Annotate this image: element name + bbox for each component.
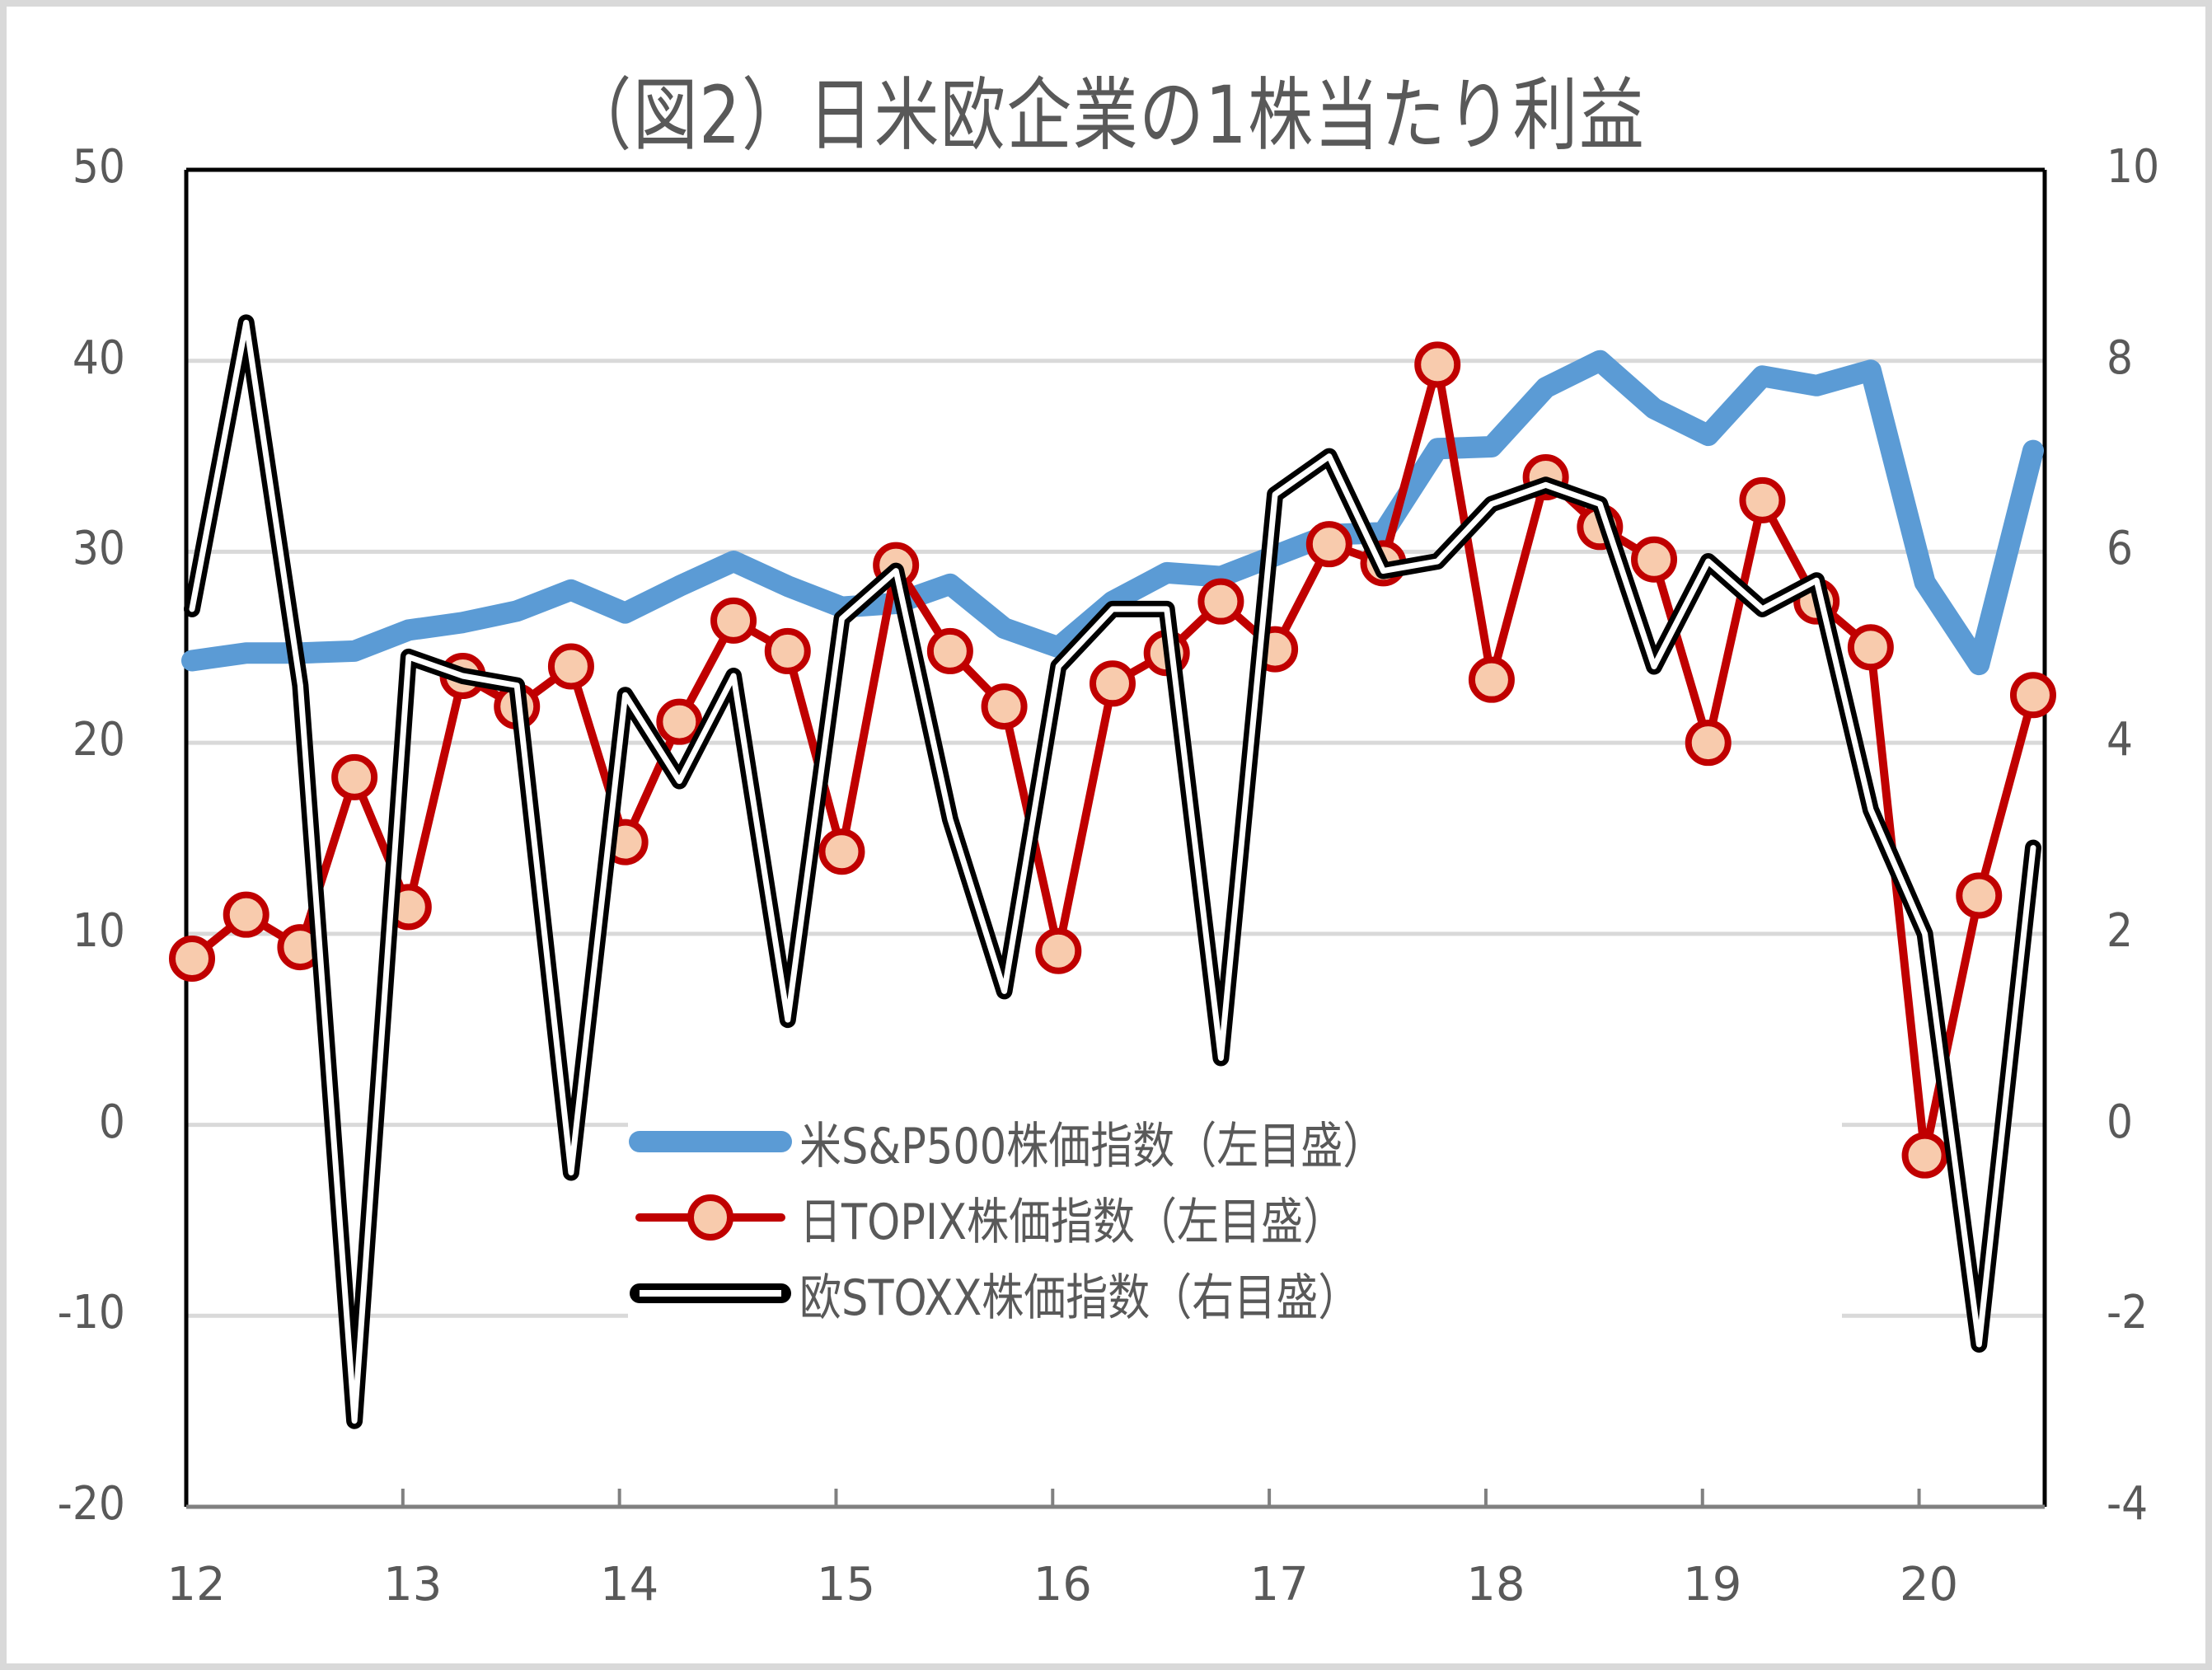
topix-marker-icon [1739,476,1786,523]
x-tick-label: 16 [1033,1558,1092,1611]
y-tick-label-left: -10 [57,1286,125,1340]
x-tick-label: 15 [816,1558,876,1611]
topix-marker-icon [331,753,378,800]
topix-marker-icon [169,935,215,982]
topix-marker-icon [2009,672,2056,719]
legend-item-stoxx: 欧STOXX株価指数（右目盛） [628,1256,1459,1330]
y-tick-label-right: -2 [2107,1286,2149,1340]
topix-marker-icon [1089,660,1136,707]
chart-title: （図2）日米欧企業の1株当たり利益 [566,69,1646,162]
y-tick-label-left: 50 [72,140,125,194]
topix-marker-icon [710,597,757,644]
topix-marker-icon [981,683,1028,730]
y-tick-label-left: 0 [98,1095,125,1149]
legend-label: 日TOPIX株価指数（左目盛） [799,1193,1346,1251]
legend-item-sp500: 米S&P500株価指数（左目盛） [628,1105,1488,1179]
y-tick-label-right: 0 [2107,1095,2134,1149]
topix-marker-icon [1631,536,1678,583]
y-tick-label-right: 8 [2107,331,2134,385]
legend-label: 欧STOXX株価指数（右目盛） [799,1269,1361,1327]
legend-swatch-thick-blue-line-icon [628,1117,793,1166]
y-tick-label-left: 20 [72,713,125,767]
x-tick-label: 18 [1466,1558,1525,1611]
topix-marker-icon [926,627,973,674]
y-tick-label-left: 40 [72,331,125,385]
legend-label: 米S&P500株価指数（左目盛） [799,1117,1385,1175]
y-tick-label-left: 10 [72,903,125,958]
topix-marker-icon [1035,927,1082,974]
x-tick-label: 19 [1683,1558,1742,1611]
y-tick-label-right: 10 [2107,140,2160,194]
legend: 米S&P500株価指数（左目盛） 日TOPIX株価指数（左目盛） 欧STOXX株… [628,1105,1842,1331]
topix-marker-icon [1685,720,1732,767]
y-tick-label-left: 30 [72,522,125,576]
y-tick-label-right: 4 [2107,713,2134,767]
topix-marker-icon [223,891,269,938]
topix-marker-icon [1956,872,2003,919]
topix-marker-icon [818,828,865,875]
y-tick-label-right: -4 [2107,1477,2149,1531]
topix-marker-icon [764,627,811,674]
legend-swatch-red-circle-marker-icon [628,1193,793,1242]
topix-marker-icon [547,643,594,690]
x-tick-label: 13 [383,1558,443,1611]
legend-item-topix: 日TOPIX株価指数（左目盛） [628,1180,1441,1255]
y-tick-label-right: 2 [2107,903,2134,958]
y-tick-label-left: -20 [57,1477,125,1531]
topix-marker-icon [1468,656,1515,703]
legend-swatch-double-black-line-icon [628,1269,793,1318]
x-tick-label: 12 [166,1558,226,1611]
y-tick-label-right: 6 [2107,522,2134,576]
topix-marker-icon [1901,1132,1948,1179]
topix-marker-icon [656,698,703,745]
topix-marker-icon [1414,341,1461,388]
x-tick-label: 20 [1899,1558,1959,1611]
x-tick-label: 14 [600,1558,659,1611]
x-tick-label: 17 [1249,1558,1309,1611]
topix-marker-icon [1197,578,1244,625]
topix-marker-icon [1847,624,1894,671]
topix-marker-icon [1305,521,1352,568]
